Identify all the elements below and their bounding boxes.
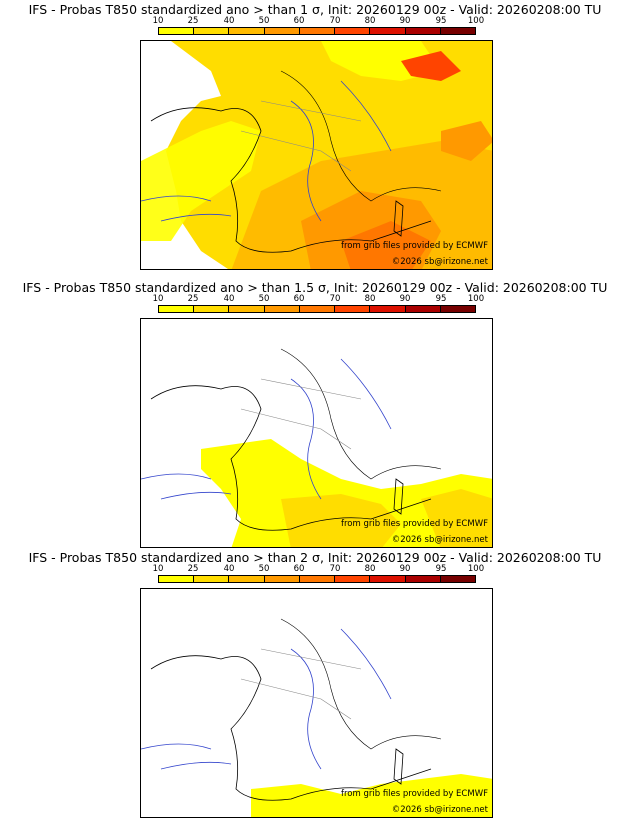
colorbar-tick: 70 <box>329 294 341 304</box>
colorbar-swatch <box>405 306 441 312</box>
colorbar-tick: 70 <box>329 16 341 26</box>
panel-title: IFS - Probas T850 standardized ano > tha… <box>28 2 602 17</box>
colorbar-tick: 60 <box>293 294 305 304</box>
colorbar-swatch <box>370 576 406 582</box>
colorbar-tick: 50 <box>258 564 270 574</box>
colorbar-tick: 60 <box>293 564 305 574</box>
colorbar-tick: 40 <box>223 564 235 574</box>
colorbar-swatch <box>405 576 441 582</box>
colorbar-swatch <box>440 306 475 312</box>
colorbar-tick: 40 <box>223 16 235 26</box>
copyright-text: ©2026 sb@irizone.net <box>391 257 488 267</box>
colorbar-tick: 40 <box>223 294 235 304</box>
colorbar-swatch <box>264 306 300 312</box>
colorbar-tick: 25 <box>187 16 199 26</box>
colorbar-swatch <box>194 28 230 34</box>
colorbar-tick: 50 <box>258 16 270 26</box>
colorbar-labels: 10 25 40 50 60 70 80 90 95 100 <box>153 16 485 26</box>
map-graphic <box>141 618 492 817</box>
colorbar-tick: 10 <box>152 564 164 574</box>
data-credit: from grib files provided by ECMWF <box>341 519 488 529</box>
colorbar-swatch <box>299 576 336 582</box>
colorbar-swatch <box>159 28 195 34</box>
colorbar-swatch <box>159 576 195 582</box>
colorbar-swatch <box>194 306 230 312</box>
map-panel-3: IFS - Probas T850 standardized ano > tha… <box>0 548 630 824</box>
colorbar-tick: 95 <box>435 16 447 26</box>
copyright-text: ©2026 sb@irizone.net <box>391 535 488 545</box>
colorbar-tick: 95 <box>435 564 447 574</box>
map-panel-1: IFS - Probas T850 standardized ano > tha… <box>0 0 630 276</box>
colorbar-tick: 100 <box>467 16 485 26</box>
probability-map: from grib files provided by ECMWF ©2026 … <box>140 40 493 270</box>
colorbar-tick: 90 <box>399 16 411 26</box>
panel-title: IFS - Probas T850 standardized ano > tha… <box>28 550 602 565</box>
colorbar-swatch <box>335 28 371 34</box>
colorbar-tick: 80 <box>364 16 376 26</box>
colorbar-tick: 10 <box>152 16 164 26</box>
colorbar-tick: 25 <box>187 564 199 574</box>
colorbar-tick: 25 <box>187 294 199 304</box>
colorbar <box>158 27 476 35</box>
colorbar-swatch <box>194 576 230 582</box>
colorbar-swatch <box>405 28 441 34</box>
map-panel-2: IFS - Probas T850 standardized ano > tha… <box>0 278 630 554</box>
panel-title: IFS - Probas T850 standardized ano > tha… <box>22 280 608 295</box>
colorbar-tick: 90 <box>399 564 411 574</box>
colorbar-swatch <box>229 28 265 34</box>
colorbar-swatch <box>299 306 336 312</box>
colorbar-tick: 10 <box>152 294 164 304</box>
colorbar-tick: 90 <box>399 294 411 304</box>
colorbar-tick: 60 <box>293 16 305 26</box>
colorbar-labels: 10 25 40 50 60 70 80 90 95 100 <box>153 294 485 304</box>
colorbar-swatch <box>264 28 300 34</box>
colorbar-tick: 80 <box>364 294 376 304</box>
colorbar-swatch <box>440 28 475 34</box>
colorbar-tick: 100 <box>467 294 485 304</box>
map-graphic <box>141 348 492 547</box>
colorbar-labels: 10 25 40 50 60 70 80 90 95 100 <box>153 564 485 574</box>
colorbar-swatch <box>335 306 371 312</box>
colorbar <box>158 305 476 313</box>
colorbar-tick: 80 <box>364 564 376 574</box>
colorbar-swatch <box>299 28 336 34</box>
colorbar-swatch <box>229 576 265 582</box>
colorbar-tick: 50 <box>258 294 270 304</box>
colorbar-swatch <box>370 28 406 34</box>
colorbar-swatch <box>335 576 371 582</box>
data-credit: from grib files provided by ECMWF <box>341 241 488 251</box>
colorbar-swatch <box>370 306 406 312</box>
map-graphic <box>141 41 492 269</box>
colorbar-swatch <box>264 576 300 582</box>
probability-map: from grib files provided by ECMWF ©2026 … <box>140 318 493 548</box>
probability-map: from grib files provided by ECMWF ©2026 … <box>140 588 493 818</box>
colorbar-tick: 100 <box>467 564 485 574</box>
colorbar-tick: 95 <box>435 294 447 304</box>
colorbar-swatch <box>159 306 195 312</box>
colorbar-swatch <box>440 576 475 582</box>
colorbar-swatch <box>229 306 265 312</box>
data-credit: from grib files provided by ECMWF <box>341 789 488 799</box>
colorbar <box>158 575 476 583</box>
colorbar-tick: 70 <box>329 564 341 574</box>
copyright-text: ©2026 sb@irizone.net <box>391 805 488 815</box>
